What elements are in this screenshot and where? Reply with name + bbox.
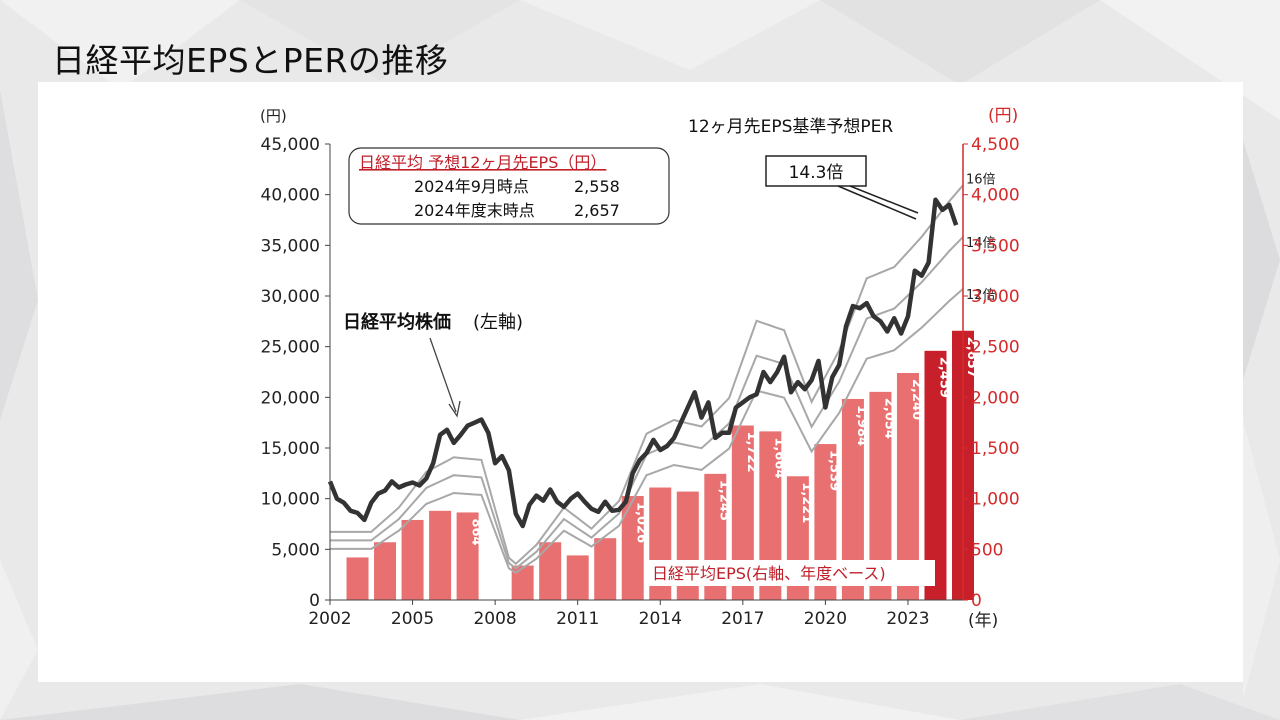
right-tick-label: 1,000 — [971, 490, 1020, 510]
right-tick-label: 4,000 — [971, 186, 1020, 206]
per-band-label: 14倍 — [966, 236, 996, 251]
eps-bar — [401, 519, 424, 600]
eps-bar — [456, 512, 479, 600]
eps-bar — [346, 557, 369, 600]
left-tick-label: 40,000 — [261, 186, 320, 206]
eps-bar-label: 2,054 — [881, 398, 896, 439]
x-tick-label: 2002 — [308, 609, 351, 629]
left-tick-label: 45,000 — [261, 135, 320, 155]
per-current-pointer — [849, 185, 919, 214]
eps-bar-label: 2,240 — [909, 379, 924, 420]
eps-forecast-row-value: 2,657 — [574, 201, 620, 220]
chart-panel: 864 1,026 1,245 1,722 1,664 1,221 1,539 1,984 2,… — [38, 82, 1243, 682]
eps-bar-label: 1,221 — [799, 482, 814, 523]
left-tick-label: 30,000 — [261, 287, 320, 307]
eps-bar — [896, 373, 919, 600]
left-tick-label: 15,000 — [261, 439, 320, 459]
eps-bar — [539, 542, 562, 600]
x-tick-label: 2005 — [391, 609, 434, 629]
per-band-label: 12倍 — [966, 288, 996, 303]
eps-bar — [731, 425, 754, 600]
eps-forecast-box — [348, 147, 670, 225]
x-tick-label: 2011 — [556, 609, 599, 629]
eps-bar — [566, 555, 589, 600]
eps-legend-label: 日経平均EPS(右軸、年度ベース) — [652, 564, 886, 583]
eps-forecast-title: 日経平均 予想12ヶ月先EPS（円） — [359, 153, 606, 172]
eps-per-chart: 864 1,026 1,245 1,722 1,664 1,221 1,539 1,984 2,… — [260, 106, 1020, 631]
per-title: 12ヶ月先EPS基準予想PER — [688, 117, 893, 137]
right-tick-label: 1,500 — [971, 439, 1020, 459]
eps-bar-label: 1,245 — [716, 480, 731, 521]
per-band-label: 16倍 — [966, 172, 996, 187]
eps-bar — [924, 350, 947, 600]
eps-bar-label: 1,664 — [771, 437, 786, 478]
price-line — [327, 197, 959, 529]
left-tick-label: 5,000 — [271, 540, 320, 560]
left-axis-unit: (円) — [260, 107, 287, 125]
right-tick-label: 3,000 — [971, 287, 1020, 307]
left-tick-label: 10,000 — [261, 490, 320, 510]
eps-bar-label: 1,026 — [634, 502, 649, 543]
x-tick-label: 2008 — [473, 609, 516, 629]
eps-legend-bg — [645, 560, 935, 586]
eps-forecast-row-value: 2,558 — [574, 177, 620, 196]
eps-bar — [869, 391, 892, 600]
x-tick-label: 2017 — [721, 609, 764, 629]
price-arrow-head — [448, 400, 461, 418]
right-tick-label: 0 — [971, 591, 982, 611]
left-tick-label: 0 — [309, 591, 320, 611]
left-tick-label: 35,000 — [261, 236, 320, 256]
per-current-pointer — [837, 185, 917, 220]
price-arrow — [429, 337, 457, 413]
eps-bar-label: 1,984 — [854, 405, 869, 446]
price-series-suffix: (左軸) — [473, 312, 523, 333]
eps-bar — [429, 510, 452, 600]
per-current-box — [765, 155, 867, 187]
x-tick-label: 2020 — [804, 609, 847, 629]
eps-bar — [621, 496, 644, 600]
eps-forecast-row-label: 2024年9月時点 — [414, 177, 529, 196]
eps-bar — [594, 538, 617, 600]
eps-bar — [841, 398, 864, 600]
eps-forecast-row-label: 2024年度末時点 — [414, 201, 535, 220]
per-band-line — [330, 184, 964, 566]
price-series-label: 日経平均株価 — [343, 311, 451, 333]
x-tick-label: 2014 — [639, 609, 682, 629]
page-title: 日経平均EPSとPERの推移 — [52, 41, 449, 80]
per-current-label: 14.3倍 — [789, 163, 844, 183]
eps-bar-label: 1,722 — [744, 432, 759, 473]
right-tick-label: 2,000 — [971, 388, 1020, 408]
right-tick-label: 3,500 — [971, 236, 1020, 256]
eps-bar-label: 1,539 — [826, 450, 841, 491]
per-band-line — [330, 288, 964, 575]
eps-bar-label: 864 — [469, 518, 484, 545]
right-tick-label: 500 — [971, 540, 1003, 560]
left-tick-label: 25,000 — [261, 338, 320, 358]
x-tick-label: 2023 — [886, 609, 929, 629]
eps-bar — [759, 431, 782, 600]
right-tick-label: 2,500 — [971, 338, 1020, 358]
eps-bar-label: 2,459 — [936, 357, 951, 398]
right-axis-unit: (円) — [988, 106, 1018, 126]
eps-bar — [511, 565, 534, 600]
left-tick-label: 20,000 — [261, 388, 320, 408]
x-axis-unit: (年) — [968, 611, 998, 631]
right-tick-label: 4,500 — [971, 135, 1020, 155]
eps-bar — [374, 542, 397, 600]
